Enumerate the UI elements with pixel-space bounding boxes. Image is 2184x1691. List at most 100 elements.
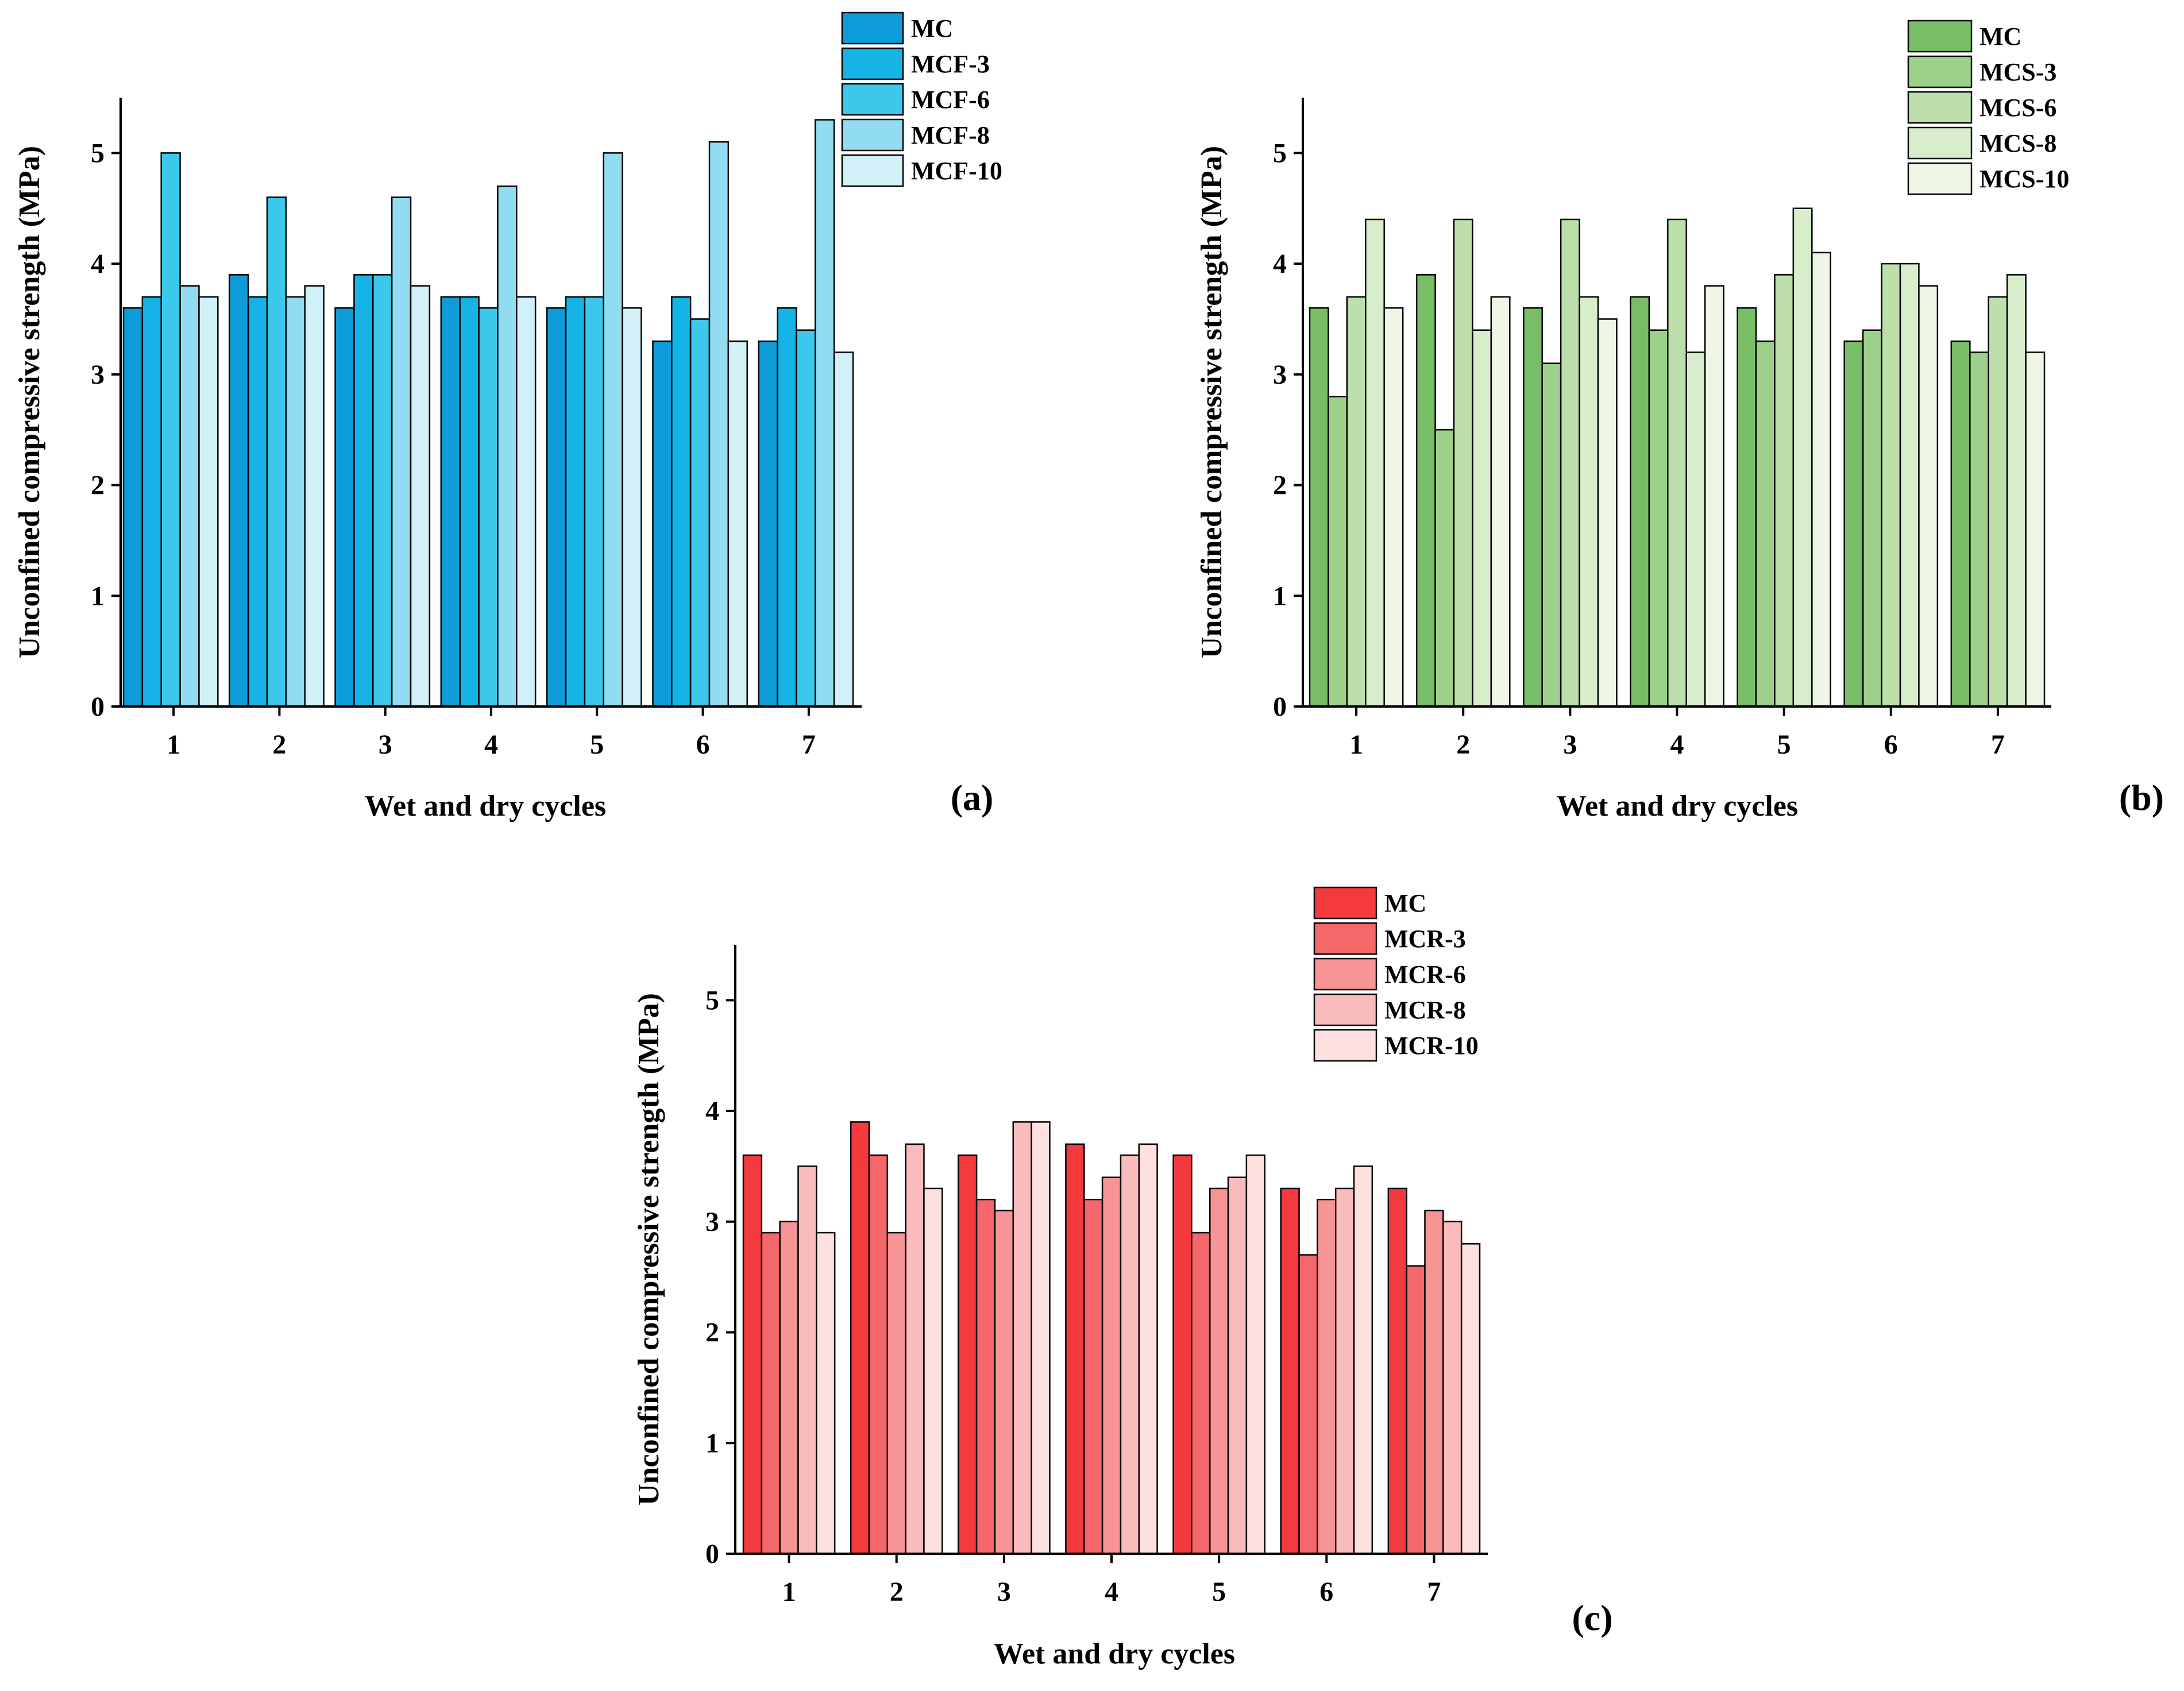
y-tick-label: 4	[91, 249, 105, 279]
bar	[833, 352, 854, 708]
legend-swatch	[841, 154, 904, 187]
bar	[1630, 296, 1650, 708]
bar	[1245, 1154, 1265, 1555]
bar	[1685, 352, 1706, 708]
bar	[1881, 262, 1901, 708]
legend-label: MCS-10	[1980, 165, 2069, 193]
x-tick-label: 1	[782, 1577, 796, 1607]
bar	[160, 152, 181, 708]
x-tick-label: 6	[696, 729, 710, 760]
y-tick-label: 1	[705, 1428, 719, 1458]
bar	[758, 340, 778, 708]
x-tick-label: 1	[167, 729, 180, 760]
panel-label: (c)	[1572, 1597, 1612, 1638]
bar	[1012, 1121, 1032, 1555]
bar	[975, 1199, 996, 1555]
bar	[1597, 318, 1618, 708]
bar	[652, 340, 673, 708]
x-tick-label: 2	[1456, 729, 1470, 760]
bar	[1387, 1187, 1407, 1555]
x-tick-label: 5	[590, 729, 604, 760]
bar	[1383, 307, 1404, 708]
bar	[1334, 1187, 1355, 1555]
y-tick-label: 2	[91, 470, 105, 501]
x-tick-label: 4	[1670, 729, 1684, 760]
y-tick-label: 0	[91, 692, 105, 722]
legend-label: MC	[1384, 889, 1426, 917]
bar	[761, 1231, 781, 1555]
bar	[1899, 262, 1920, 708]
bar	[478, 307, 499, 708]
bar	[1541, 362, 1562, 708]
bar	[1138, 1143, 1158, 1555]
bar	[1988, 296, 2008, 708]
bar	[304, 285, 325, 708]
y-tick-label: 1	[91, 581, 105, 611]
bar	[1415, 274, 1436, 708]
bar	[497, 185, 518, 708]
legend-swatch	[1907, 126, 1973, 160]
legend-label: MCF-3	[911, 50, 990, 78]
legend-swatch	[1907, 20, 1973, 53]
bar	[459, 296, 480, 708]
y-tick-label: 0	[1273, 692, 1287, 722]
bar	[1191, 1231, 1211, 1555]
panel-label: (b)	[2119, 777, 2164, 818]
bar	[1579, 296, 1599, 708]
legend-label: MCR-6	[1384, 960, 1466, 989]
x-tick-label: 5	[1777, 729, 1791, 760]
bar	[742, 1154, 763, 1555]
legend-label: MCF-10	[911, 157, 1002, 185]
legend-swatch	[1313, 886, 1377, 920]
bar	[689, 318, 711, 708]
bar	[1065, 1143, 1085, 1555]
bar	[1453, 218, 1473, 708]
y-tick-label: 4	[1273, 249, 1287, 279]
bar	[1280, 1187, 1300, 1555]
bar	[1737, 307, 1757, 708]
legend-label: MCS-6	[1980, 94, 2056, 122]
x-tick-label: 3	[1563, 729, 1577, 760]
y-tick-label: 4	[705, 1096, 719, 1126]
bar	[727, 340, 748, 708]
bar	[1406, 1265, 1426, 1555]
y-axis-title: Unconfined compressive strength (MPa)	[1195, 146, 1228, 658]
bar	[247, 296, 268, 708]
bar	[1424, 1210, 1444, 1555]
bar	[850, 1121, 870, 1555]
x-tick-label: 4	[484, 729, 498, 760]
y-tick-label: 1	[1273, 581, 1287, 611]
bar	[1434, 428, 1455, 708]
bar	[141, 296, 162, 708]
bar	[1560, 218, 1580, 708]
legend-label: MC	[1980, 22, 2021, 51]
chart-panel-a: 0 1 2 3 4 5 1 2 3 4 5 6 7 Unconfined compressive st…	[13, 11, 1002, 823]
bar	[868, 1154, 889, 1555]
bar	[516, 296, 537, 708]
legend-label: MCF-6	[911, 86, 990, 114]
bar	[1490, 296, 1511, 708]
bar	[1950, 340, 1971, 708]
bar	[1843, 340, 1864, 708]
bar	[1648, 329, 1669, 708]
bar	[1862, 329, 1882, 708]
bar	[1120, 1154, 1140, 1555]
bar	[958, 1154, 978, 1555]
chart-panel-c: 0 1 2 3 4 5 1 2 3 4 5 6 7 Unconfined compressive st…	[632, 886, 1613, 1670]
bar	[546, 307, 567, 708]
legend-swatch	[1907, 55, 1973, 88]
y-axis-title: Unconfined compressive strength (MPa)	[13, 146, 46, 658]
bar	[1209, 1187, 1229, 1555]
bar	[994, 1210, 1014, 1555]
bar	[797, 1165, 817, 1555]
panel-label: (a)	[951, 777, 994, 818]
legend-label: MCR-3	[1384, 925, 1466, 953]
bar	[1774, 274, 1795, 708]
y-tick-label: 3	[705, 1207, 719, 1237]
x-tick-label: 7	[802, 729, 816, 760]
legend-label: MCF-8	[911, 121, 990, 149]
x-tick-label: 3	[379, 729, 392, 760]
legend-label: MCS-3	[1980, 58, 2056, 86]
bar	[179, 285, 200, 708]
